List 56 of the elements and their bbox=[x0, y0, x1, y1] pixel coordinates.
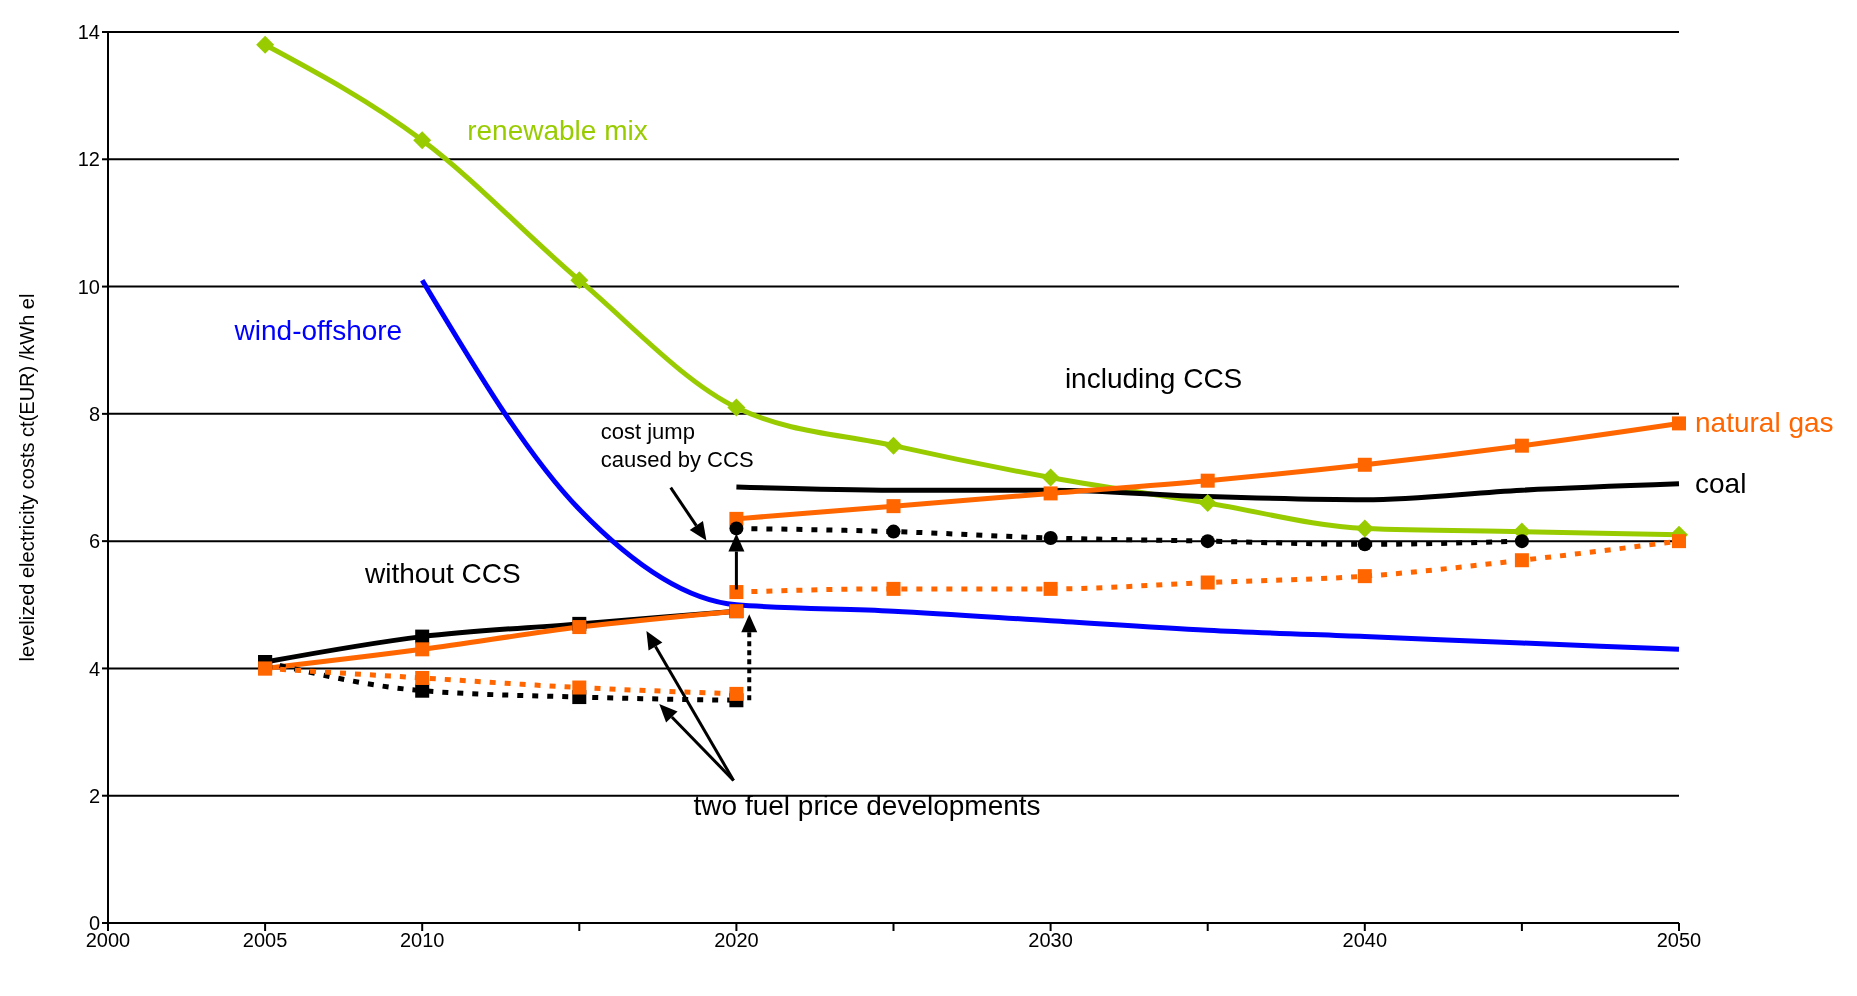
point bbox=[1514, 438, 1529, 453]
point bbox=[1200, 534, 1215, 549]
point bbox=[1357, 457, 1372, 472]
point bbox=[1043, 581, 1058, 596]
point bbox=[415, 683, 430, 698]
point bbox=[572, 680, 587, 695]
point bbox=[570, 271, 589, 290]
point bbox=[886, 524, 901, 539]
annotation: including CCS bbox=[1064, 363, 1243, 395]
x-tick-label: 2005 bbox=[242, 929, 288, 952]
point bbox=[729, 686, 744, 701]
point bbox=[1357, 537, 1372, 552]
point bbox=[884, 436, 903, 455]
y-axis-title: levelized electricity costs ct(EUR) /kWh el bbox=[16, 293, 39, 662]
point bbox=[256, 35, 275, 54]
x-tick-label: 2050 bbox=[1656, 929, 1702, 952]
y-tick-label: 14 bbox=[77, 21, 100, 44]
point bbox=[413, 131, 432, 150]
point bbox=[886, 499, 901, 514]
y-tick-label: 6 bbox=[88, 530, 100, 553]
point bbox=[1041, 468, 1060, 487]
y-tick-label: 12 bbox=[77, 148, 100, 171]
point bbox=[727, 398, 746, 417]
point bbox=[1357, 569, 1372, 584]
point bbox=[1672, 534, 1686, 549]
point bbox=[1355, 519, 1374, 538]
annotation: cost jump caused by CCS bbox=[600, 419, 754, 473]
point bbox=[415, 670, 430, 685]
point bbox=[1514, 534, 1529, 549]
point bbox=[1672, 416, 1686, 431]
y-tick-label: 8 bbox=[88, 402, 100, 425]
x-tick-label: 2040 bbox=[1342, 929, 1388, 952]
y-tick-label: 10 bbox=[77, 275, 100, 298]
point bbox=[1514, 553, 1529, 568]
point bbox=[1198, 493, 1217, 512]
y-tick-label: 2 bbox=[88, 784, 100, 807]
point bbox=[415, 642, 430, 657]
annotation: without CCS bbox=[364, 557, 521, 589]
point bbox=[1043, 486, 1058, 501]
y-tick-label: 4 bbox=[88, 657, 100, 680]
annotation: two fuel price developments bbox=[693, 789, 1041, 821]
point bbox=[572, 620, 587, 635]
x-tick-label: 2000 bbox=[85, 929, 131, 952]
x-tick-label: 2020 bbox=[714, 929, 759, 952]
series-label: wind-offshore bbox=[233, 315, 403, 347]
x-tick-label: 2010 bbox=[399, 929, 445, 952]
point bbox=[729, 521, 744, 536]
series-label: coal bbox=[1695, 467, 1747, 499]
point bbox=[1200, 575, 1215, 590]
series-label: natural gas bbox=[1695, 407, 1834, 439]
x-tick-label: 2030 bbox=[1028, 929, 1073, 952]
series-label: renewable mix bbox=[467, 115, 648, 147]
point bbox=[1200, 473, 1215, 488]
point bbox=[1043, 530, 1058, 545]
point bbox=[886, 581, 901, 596]
point bbox=[729, 585, 744, 600]
